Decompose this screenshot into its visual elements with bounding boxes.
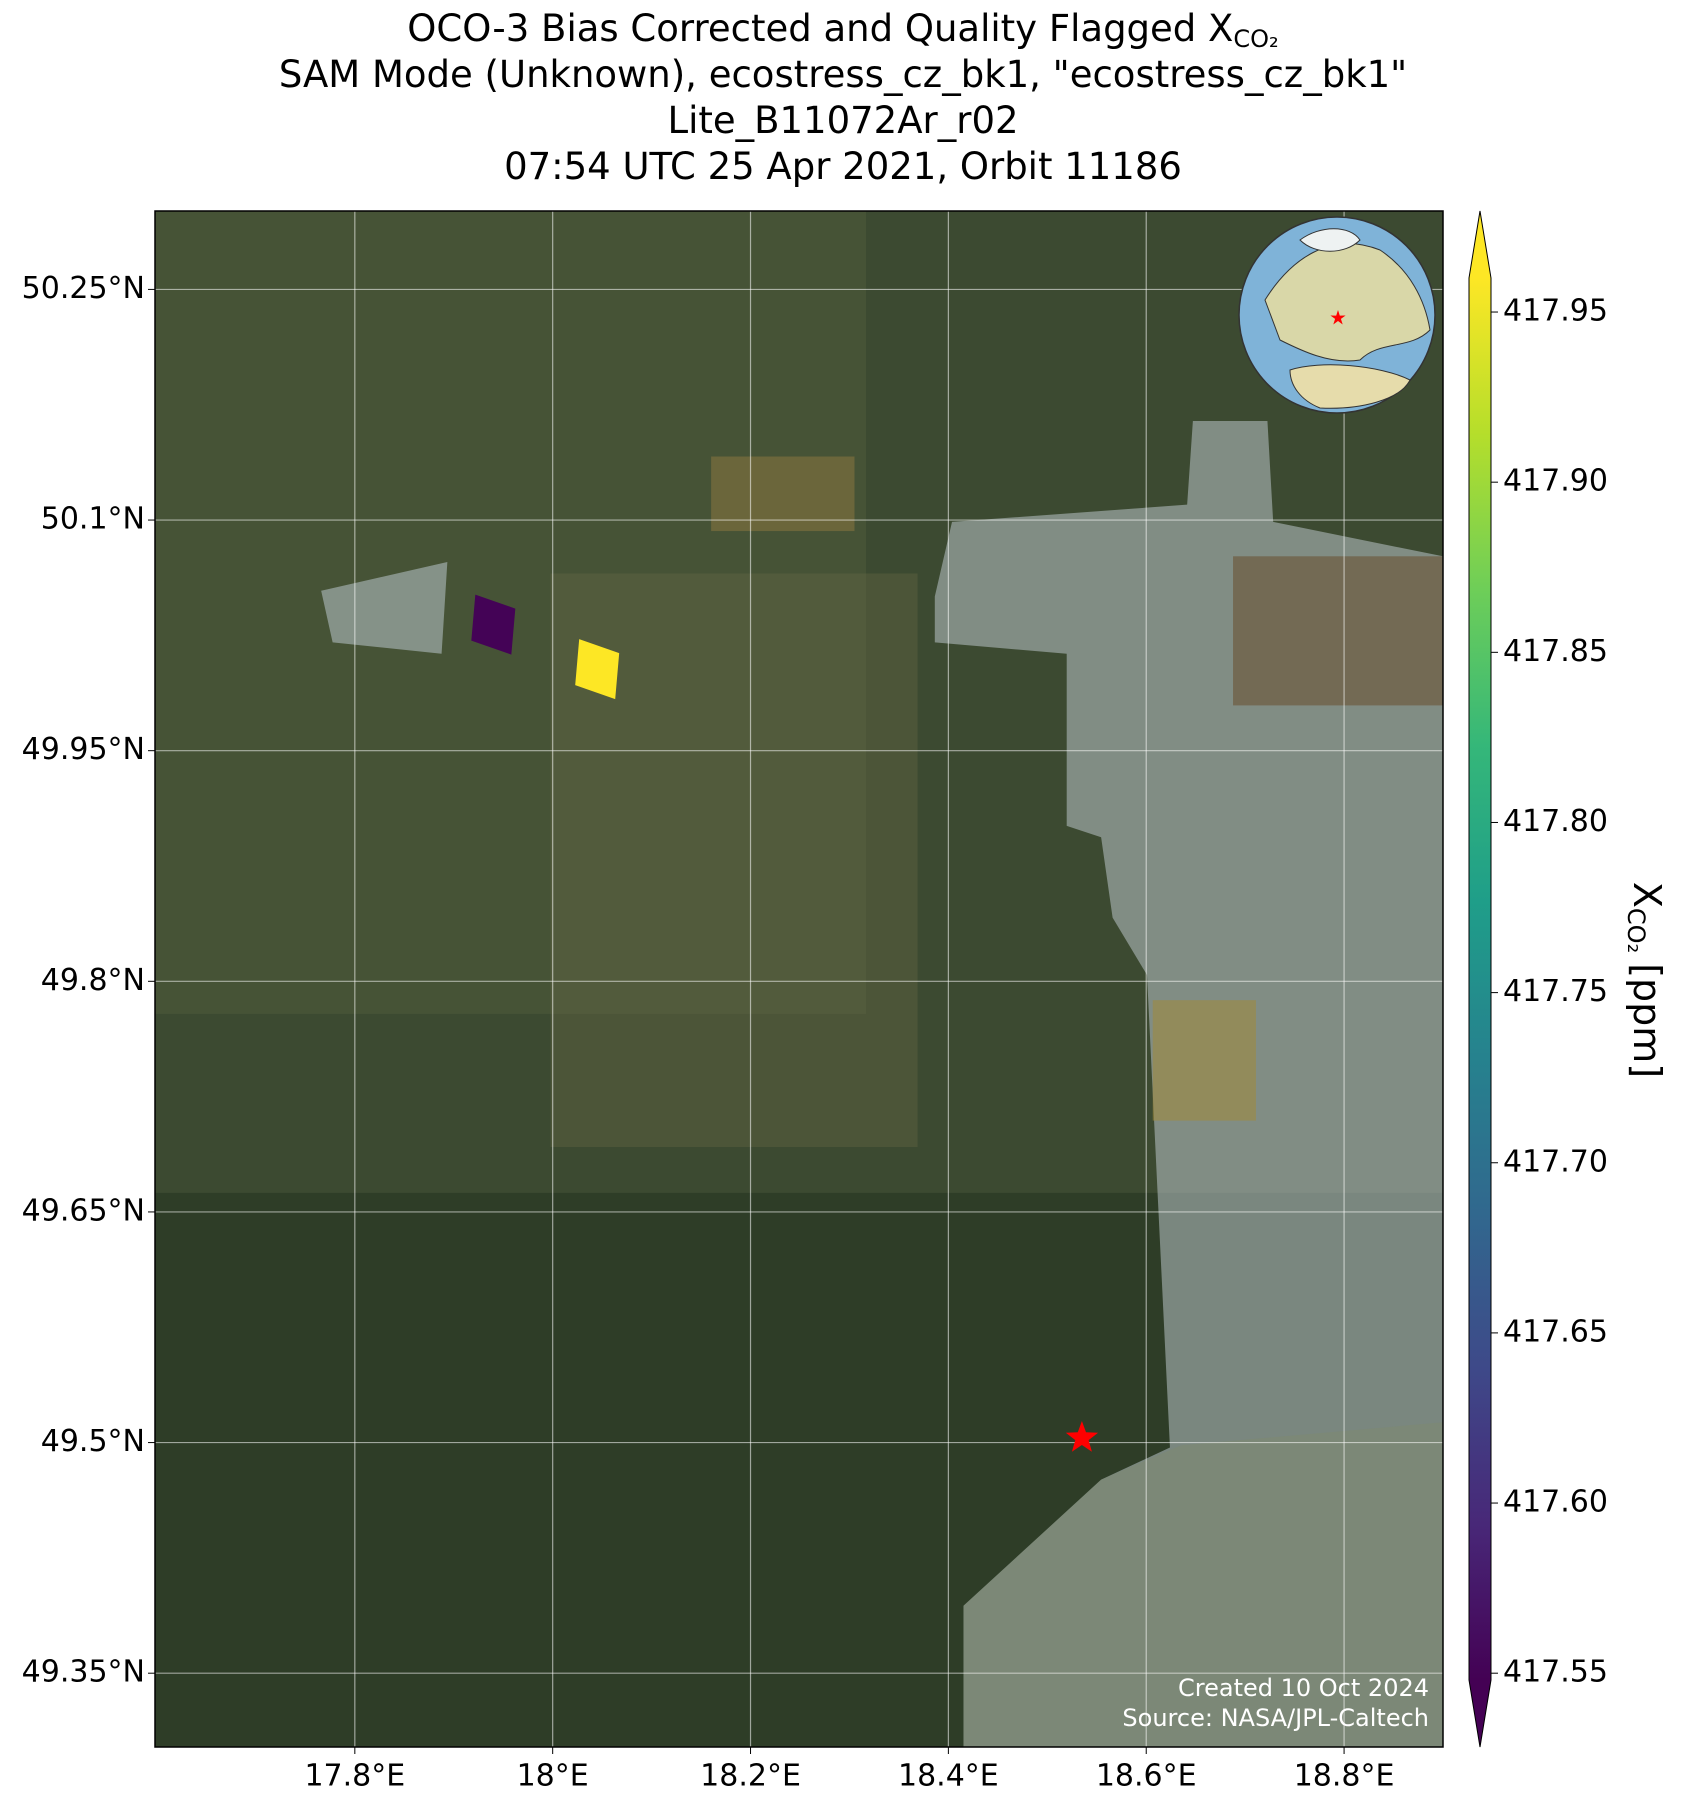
title-text: Lite_B11072Ar_r02	[667, 99, 1018, 142]
credit: Created 10 Oct 2024	[1178, 1674, 1429, 1702]
map-frame	[154, 210, 1444, 1748]
sounding	[471, 594, 516, 655]
colorbar-tick-label: 417.90	[1503, 464, 1608, 499]
colorbar-tick-label: 417.80	[1503, 804, 1608, 839]
y-tick-label: 50.25°N	[22, 271, 145, 306]
colorbar-tick-label: 417.65	[1503, 1314, 1608, 1349]
x-tick-label: 18.2°E	[700, 1759, 801, 1794]
colorbar-label: XCO₂ [ppm]	[1622, 882, 1670, 1078]
colorbar-label-subscript: CO₂	[1622, 908, 1650, 953]
target-star	[1065, 1421, 1099, 1452]
y-tick-label: 49.95°N	[22, 732, 145, 767]
colorbar-label-unit: [ppm]	[1626, 963, 1670, 1078]
title-line: OCO-3 Bias Corrected and Quality Flagged…	[407, 7, 1278, 54]
title-subscript: CO₂	[1233, 25, 1278, 53]
y-tick-label: 49.5°N	[41, 1424, 145, 1459]
title-text: SAM Mode (Unknown), ecostress_cz_bk1, "e…	[279, 53, 1407, 96]
y-tick-label: 50.1°N	[41, 502, 145, 537]
x-tick-label: 18.4°E	[898, 1759, 999, 1794]
inset-star	[1330, 310, 1346, 325]
y-tick-label: 49.35°N	[22, 1655, 145, 1690]
colorbar: 417.55 417.60 417.65 417.70 417.75 417.80 417.…	[1468, 210, 1670, 1748]
colorbar-tick-label: 417.55	[1503, 1655, 1608, 1690]
colorbar-extend-top	[1469, 211, 1491, 278]
colorbar-tick-label: 417.85	[1503, 634, 1608, 669]
colorbar-body	[1469, 278, 1491, 1680]
colorbar-tick-label: 417.70	[1503, 1144, 1608, 1179]
colorbar-label-text: X	[1626, 882, 1670, 908]
marks	[471, 594, 1099, 1452]
grid	[155, 211, 1443, 1747]
x-tick-label: 18.6°E	[1096, 1759, 1197, 1794]
colorbar-outline	[1468, 210, 1492, 1748]
colorbar-tick-label: 417.75	[1503, 974, 1608, 1009]
y-tick-label: 49.65°N	[22, 1193, 145, 1228]
basemap	[155, 211, 1443, 1747]
colorbar-tick-label: 417.60	[1503, 1485, 1608, 1520]
sounding	[575, 639, 620, 700]
x-tick-label: 18.8°E	[1294, 1759, 1395, 1794]
x-tick-label: 17.8°E	[304, 1759, 405, 1794]
title-line: Lite_B11072Ar_r02	[667, 99, 1018, 142]
colorbar-tick-label: 417.95	[1503, 294, 1608, 329]
title-line: 07:54 UTC 25 Apr 2021, Orbit 11186	[504, 145, 1182, 188]
title-line: SAM Mode (Unknown), ecostress_cz_bk1, "e…	[279, 53, 1407, 96]
y-tick-label: 49.8°N	[41, 963, 145, 998]
credit: Source: NASA/JPL-Caltech	[1122, 1704, 1429, 1732]
colorbar-extend-bottom	[1469, 1680, 1491, 1747]
x-tick-label: 18°E	[517, 1759, 589, 1794]
title-text: 07:54 UTC 25 Apr 2021, Orbit 11186	[504, 145, 1182, 188]
titles: OCO-3 Bias Corrected and Quality Flagged…	[279, 7, 1407, 188]
title-text: OCO-3 Bias Corrected and Quality Flagged…	[407, 7, 1233, 50]
